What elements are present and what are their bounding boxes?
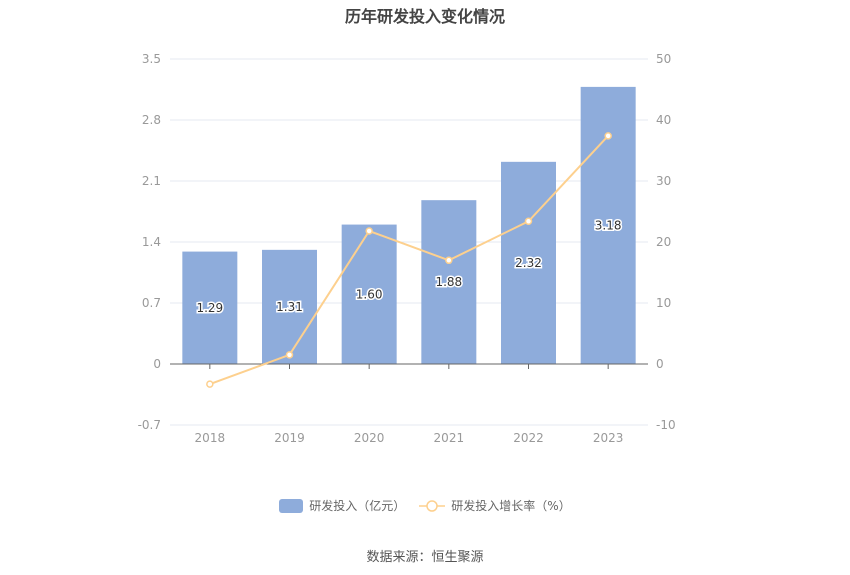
right-axis-tick: 10 xyxy=(656,296,671,310)
x-axis-label: 2022 xyxy=(513,431,544,445)
right-axis-tick: 0 xyxy=(656,357,664,371)
chart-title: 历年研发投入变化情况 xyxy=(344,7,505,26)
right-axis-tick: 20 xyxy=(656,235,671,249)
line-point-2021[interactable] xyxy=(445,256,453,265)
legend-item-line[interactable]: 研发投入增长率（%） xyxy=(419,497,571,514)
growth-rate-line xyxy=(209,135,609,386)
bar-value-label: 1.60 xyxy=(356,287,383,301)
bar-value-label: 1.31 xyxy=(276,300,303,314)
left-axis-tick: 0 xyxy=(153,357,161,371)
right-axis-tick: 30 xyxy=(656,174,671,188)
bar-2022[interactable] xyxy=(501,161,556,364)
left-axis-tick: 1.4 xyxy=(142,235,161,249)
legend-line-label: 研发投入增长率（%） xyxy=(451,499,571,513)
bar-value-label: 1.88 xyxy=(435,275,462,289)
line-point-2022[interactable] xyxy=(524,217,533,226)
x-axis-label: 2020 xyxy=(354,431,385,445)
legend-bar-label: 研发投入（亿元） xyxy=(309,499,406,513)
bar-2021[interactable] xyxy=(421,200,477,364)
legend-item-bar[interactable]: 研发投入（亿元） xyxy=(279,497,405,514)
bar-value-label: 1.29 xyxy=(196,301,223,315)
data-source: 数据来源：恒生聚源 xyxy=(366,550,484,565)
bar-2019[interactable] xyxy=(262,249,317,364)
line-point-2023[interactable] xyxy=(604,132,612,140)
line-point-2019[interactable] xyxy=(285,351,294,359)
x-axis-label: 2019 xyxy=(274,431,305,445)
legend: 研发投入（亿元） 研发投入增长率（%） xyxy=(0,497,850,514)
left-axis-tick: 3.5 xyxy=(142,52,161,66)
line-point-2020[interactable] xyxy=(365,227,373,235)
right-axis-tick: 40 xyxy=(656,113,671,127)
line-point-2018[interactable] xyxy=(206,380,214,388)
bar-value-label: 2.32 xyxy=(515,256,542,270)
line-marker-icon xyxy=(419,499,446,512)
chart-area: 3.5 50 2.8 40 2.1 30 1.4 20 0.7 10 0 0 -0.7 -10 2018 20… xyxy=(138,52,676,445)
right-axis-tick: -10 xyxy=(656,418,676,432)
left-axis-tick: 2.8 xyxy=(142,113,161,127)
left-axis-tick: 0.7 xyxy=(142,296,161,310)
bar-2018[interactable] xyxy=(182,251,238,364)
x-axis-label: 2018 xyxy=(195,431,226,445)
bar-2020[interactable] xyxy=(341,224,397,364)
bar-value-label: 3.18 xyxy=(595,218,622,232)
bar-swatch-icon xyxy=(279,498,304,513)
left-axis-tick: 2.1 xyxy=(142,174,161,188)
x-axis-label: 2021 xyxy=(434,431,465,445)
x-axis-label: 2023 xyxy=(593,431,624,445)
right-axis-tick: 50 xyxy=(656,52,671,66)
left-axis-tick: -0.7 xyxy=(138,418,161,432)
